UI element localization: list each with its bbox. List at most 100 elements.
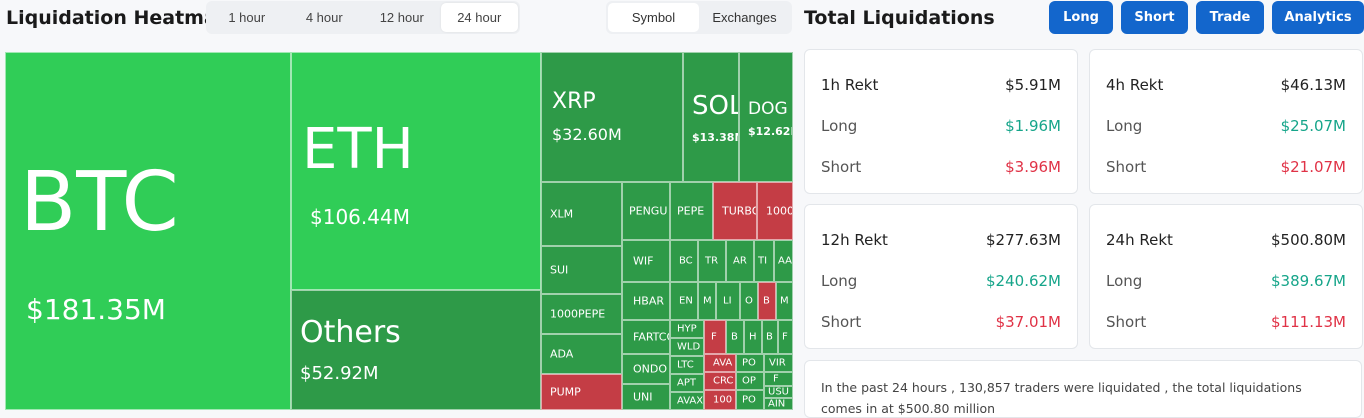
tile-aave[interactable]: AA — [774, 240, 793, 282]
tile-symbol: AA — [778, 255, 792, 267]
tab-12-hour[interactable]: 12 hour — [379, 10, 424, 25]
tile-op[interactable]: OP — [736, 372, 764, 390]
tile-wld[interactable]: WLD — [670, 338, 704, 356]
short-button[interactable]: Short — [1121, 1, 1188, 34]
tile-sui[interactable]: SUI — [541, 246, 622, 294]
tile-symbol: AVAX — [677, 395, 704, 407]
tile-m2[interactable]: M — [776, 282, 793, 320]
tile-symbol: UNI — [633, 390, 653, 404]
tile-symbol: HBAR — [633, 294, 664, 308]
tile-symbol: VIR — [769, 357, 786, 369]
tile-pump[interactable]: PUMP — [541, 374, 622, 410]
tile-f2[interactable]: F — [778, 320, 793, 354]
tile-hbar[interactable]: HBAR — [622, 282, 670, 320]
short-value: $37.01M — [995, 313, 1061, 331]
tile-sol[interactable]: SOL $13.38M — [683, 52, 739, 182]
tile-ada[interactable]: ADA — [541, 334, 622, 374]
analytics-button[interactable]: Analytics — [1272, 1, 1364, 34]
tile-hype[interactable]: HYP — [670, 320, 704, 338]
card-long-row: Long $240.62M — [821, 272, 1061, 290]
tile-symbol: SOL — [692, 91, 739, 121]
tab-symbol[interactable]: Symbol — [608, 3, 699, 32]
tile-bch[interactable]: BC — [670, 240, 698, 282]
tab-exchanges[interactable]: Exchanges — [712, 10, 777, 25]
tab-24-hour[interactable]: 24 hour — [440, 3, 518, 32]
short-value: $21.07M — [1280, 158, 1346, 176]
tile-usual[interactable]: USU — [764, 386, 793, 398]
tile-b3[interactable]: B — [762, 320, 778, 354]
tile-symbol: F — [711, 331, 717, 343]
tile-symbol: ADA — [550, 347, 574, 361]
card-label: 12h Rekt — [821, 231, 888, 249]
tile-symbol: TI — [758, 255, 768, 267]
tile-po2[interactable]: PO — [736, 390, 764, 410]
tile-turbo[interactable]: TURBO — [713, 182, 757, 240]
card-label: 4h Rekt — [1106, 76, 1164, 94]
tile-symbol: PEPE — [677, 204, 705, 218]
tile-others[interactable]: Others $52.92M — [291, 290, 541, 410]
tile-link[interactable]: LI — [716, 282, 740, 320]
card-long-row: Long $25.07M — [1106, 117, 1346, 135]
short-label: Short — [1106, 313, 1147, 331]
tile-wif[interactable]: WIF — [622, 240, 670, 282]
tile-symbol: BC — [679, 255, 693, 267]
tile-apt[interactable]: APT — [670, 374, 704, 392]
tile-eth[interactable]: ETH $106.44M — [291, 52, 541, 290]
tile-h[interactable]: H — [744, 320, 762, 354]
tile-amount: $106.44M — [310, 205, 410, 229]
tile-m1[interactable]: M — [698, 282, 716, 320]
tile-xlm[interactable]: XLM — [541, 182, 622, 246]
tile-avax[interactable]: AVAX — [670, 392, 704, 410]
tile-pengu[interactable]: PENGU — [622, 182, 670, 240]
tile-ava[interactable]: AVA — [704, 354, 736, 372]
tile-f1[interactable]: F — [704, 320, 726, 354]
card-short-row: Short $111.13M — [1106, 313, 1346, 331]
tab-1-hour[interactable]: 1 hour — [228, 10, 266, 25]
card-short-row: Short $37.01M — [821, 313, 1061, 331]
card-header-row: 24h Rekt $500.80M — [1106, 231, 1346, 249]
tile-doge[interactable]: DOG $12.62M — [739, 52, 793, 182]
tile-pepe[interactable]: PEPE — [670, 182, 713, 240]
tile-uni[interactable]: UNI — [622, 384, 670, 410]
tile-ltc[interactable]: LTC — [670, 356, 704, 374]
tile-symbol: OP — [742, 375, 756, 387]
tile-o[interactable]: O — [740, 282, 758, 320]
tab-4-hour[interactable]: 4 hour — [305, 10, 343, 25]
rekt-card-4h: 4h Rekt $46.13M Long $25.07M Short $21.0… — [1089, 49, 1363, 194]
trade-button[interactable]: Trade — [1196, 1, 1264, 34]
tile-trx[interactable]: TR — [698, 240, 726, 282]
long-button[interactable]: Long — [1049, 1, 1113, 34]
tile-symbol: F — [773, 373, 779, 385]
tile-symbol: WIF — [633, 254, 654, 268]
long-label: Long — [821, 117, 858, 135]
tile-ondo[interactable]: ONDO — [622, 354, 670, 384]
tile-b1[interactable]: B — [758, 282, 776, 320]
tile-symbol: ONDO — [633, 362, 668, 376]
tile-symbol: XLM — [550, 207, 574, 221]
tile-b2[interactable]: B — [726, 320, 744, 354]
tile-symbol: PENGU — [629, 204, 668, 218]
tile-f3[interactable]: F — [764, 372, 793, 386]
tile-cro[interactable]: CRC — [704, 372, 736, 390]
tile-xrp[interactable]: XRP $32.60M — [541, 52, 683, 182]
tile-arb[interactable]: AR — [726, 240, 754, 282]
tile-ena[interactable]: EN — [670, 282, 698, 320]
tile-symbol: PO — [742, 394, 756, 406]
tile-btc[interactable]: BTC $181.35M — [5, 52, 291, 410]
tile-symbol: B — [766, 331, 773, 343]
long-label: Long — [1106, 272, 1143, 290]
tile-1000pepe[interactable]: 1000PEPE — [541, 294, 622, 334]
tile-ain[interactable]: AIN — [764, 398, 793, 410]
tile-symbol: Others — [300, 315, 401, 350]
tile-po1[interactable]: PO — [736, 354, 764, 372]
tile-virtual[interactable]: VIR — [764, 354, 793, 372]
card-label: 24h Rekt — [1106, 231, 1173, 249]
tile-tia[interactable]: TI — [754, 240, 774, 282]
tile-100[interactable]: 100 — [704, 390, 736, 410]
tile-symbol: AVA — [713, 357, 733, 369]
rekt-card-1h: 1h Rekt $5.91M Long $1.96M Short $3.96M — [804, 49, 1078, 194]
tile-1000[interactable]: 1000 — [757, 182, 793, 240]
heatmap-title: Liquidation Heatmap — [6, 7, 231, 29]
